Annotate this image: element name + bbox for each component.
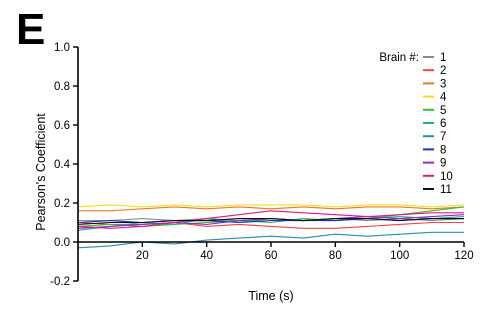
- x-axis-label: Time (s): [248, 289, 293, 303]
- y-tick-label: 1.0: [54, 42, 70, 54]
- legend-label-brain-8: 8: [440, 144, 446, 156]
- legend-label-brain-10: 10: [440, 171, 453, 183]
- x-tick-label: 100: [390, 250, 409, 262]
- x-tick-label: 120: [454, 250, 473, 262]
- y-tick-label: 0.2: [54, 198, 70, 210]
- legend-label-brain-9: 9: [440, 158, 446, 170]
- y-tick-label: 0.0: [54, 237, 70, 249]
- series-line-brain-11: [77, 218, 464, 225]
- panel-label: E: [16, 5, 45, 54]
- series-line-brain-10: [77, 210, 464, 229]
- legend-label-brain-6: 6: [440, 118, 446, 130]
- y-tick-label: -0.2: [50, 276, 70, 288]
- legend-label-brain-11: 11: [440, 184, 452, 196]
- axes: -0.2 0.0 0.2 0.4 0.6 0.8 1.0 20 40 60 80 100 120: [50, 42, 473, 288]
- legend-label-brain-2: 2: [440, 65, 446, 77]
- x-tick-label: 40: [200, 250, 213, 262]
- y-tick-label: 0.6: [54, 120, 70, 132]
- y-tick-label: 0.4: [54, 159, 71, 171]
- legend-title: Brain #:: [379, 52, 419, 64]
- legend-label-brain-5: 5: [440, 105, 446, 117]
- legend-label-brain-3: 3: [440, 78, 446, 90]
- x-tick-label: 60: [265, 250, 278, 262]
- legend-label-brain-4: 4: [440, 92, 447, 104]
- legend-label-brain-7: 7: [440, 131, 446, 143]
- series-line-brain-4: [77, 204, 465, 208]
- x-tick-label: 20: [136, 250, 149, 262]
- y-tick-label: 0.8: [54, 81, 70, 93]
- y-axis-label: Pearson's Coefficient: [34, 113, 48, 231]
- series-line-brain-3: [78, 206, 465, 212]
- x-tick-label: 80: [329, 250, 342, 262]
- legend-label-brain-1: 1: [440, 52, 446, 64]
